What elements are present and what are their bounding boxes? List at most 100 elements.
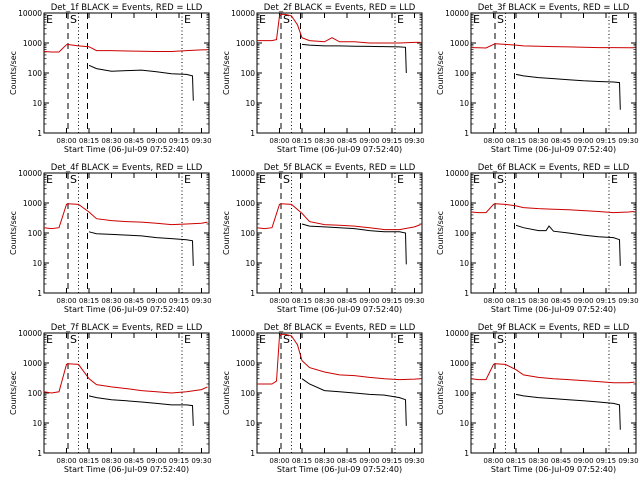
x-tick-label: 09:00 bbox=[359, 137, 379, 145]
x-tick-label: 08:45 bbox=[337, 137, 357, 145]
y-tick-label: 1000 bbox=[236, 39, 255, 48]
x-tick-label: 08:00 bbox=[56, 297, 76, 305]
x-tick-label: 09:30 bbox=[191, 137, 211, 145]
y-axis-label: Counts/sec bbox=[222, 211, 231, 255]
events-series-line bbox=[515, 393, 621, 430]
y-axis-label: Counts/sec bbox=[436, 371, 445, 415]
marker-label: E bbox=[184, 173, 191, 186]
detector-panel: Det_8f BLACK = Events, RED = LLD 1 10 100 10… bbox=[222, 323, 425, 474]
marker-label: S bbox=[70, 173, 77, 186]
y-tick-label: 10 bbox=[245, 259, 255, 268]
x-tick-label: 09:15 bbox=[382, 457, 402, 465]
y-tick-label: 1000 bbox=[450, 359, 469, 368]
x-tick-label: 09:00 bbox=[359, 297, 379, 305]
y-tick-label: 100 bbox=[241, 69, 256, 78]
marker-label: E bbox=[184, 333, 191, 346]
y-tick-label: 100 bbox=[455, 69, 470, 78]
corner-label: E bbox=[259, 333, 266, 346]
y-tick-label: 100 bbox=[455, 229, 470, 238]
y-tick-label: 10 bbox=[32, 259, 42, 268]
x-tick-label: 08:30 bbox=[314, 137, 334, 145]
x-tick-label: 09:30 bbox=[191, 297, 211, 305]
y-tick-label: 10000 bbox=[231, 169, 255, 178]
y-tick-label: 1000 bbox=[450, 199, 469, 208]
detector-panel: Det_1f BLACK = Events, RED = LLD 1 10 100 10… bbox=[9, 3, 212, 154]
y-tick-label: 1000 bbox=[23, 39, 42, 48]
x-axis-label: Start Time (06-Jul-09 07:52:40) bbox=[277, 465, 402, 474]
y-tick-label: 1000 bbox=[236, 199, 255, 208]
events-series-line bbox=[88, 64, 194, 101]
x-tick-label: 09:15 bbox=[382, 297, 402, 305]
x-tick-label: 08:00 bbox=[269, 297, 289, 305]
x-tick-label: 09:00 bbox=[146, 297, 166, 305]
x-tick-label: 08:45 bbox=[337, 457, 357, 465]
x-tick-label: 09:00 bbox=[573, 457, 593, 465]
corner-label: E bbox=[259, 13, 266, 26]
plot-frame bbox=[43, 12, 210, 134]
corner-label: E bbox=[473, 173, 480, 186]
x-tick-label: 08:30 bbox=[528, 137, 548, 145]
x-tick-label: 09:30 bbox=[618, 137, 638, 145]
corner-label: E bbox=[46, 333, 53, 346]
corner-label: E bbox=[473, 333, 480, 346]
marker-label: E bbox=[611, 173, 618, 186]
x-tick-label: 09:00 bbox=[146, 137, 166, 145]
x-tick-label: 09:30 bbox=[404, 457, 424, 465]
y-tick-label: 10 bbox=[32, 419, 42, 428]
x-tick-label: 08:00 bbox=[269, 457, 289, 465]
x-tick-label: 08:00 bbox=[269, 137, 289, 145]
lld-series-line bbox=[471, 363, 635, 384]
x-tick-label: 08:45 bbox=[124, 137, 144, 145]
panel-title: Det_3f BLACK = Events, RED = LLD bbox=[478, 3, 630, 13]
y-tick-label: 1 bbox=[37, 129, 42, 138]
detector-panel: Det_5f BLACK = Events, RED = LLD 1 10 100 10… bbox=[222, 163, 425, 314]
y-tick-label: 10000 bbox=[445, 329, 469, 338]
x-axis-label: Start Time (06-Jul-09 07:52:40) bbox=[491, 145, 616, 154]
lld-series-line bbox=[44, 43, 208, 53]
corner-label: E bbox=[259, 173, 266, 186]
lld-series-line bbox=[44, 203, 208, 230]
detector-panel: Det_6f BLACK = Events, RED = LLD 1 10 100 10… bbox=[436, 163, 639, 314]
y-axis-label: Counts/sec bbox=[222, 371, 231, 415]
panel-title: Det_6f BLACK = Events, RED = LLD bbox=[478, 163, 630, 173]
x-axis-label: Start Time (06-Jul-09 07:52:40) bbox=[277, 305, 402, 314]
y-axis-label: Counts/sec bbox=[9, 211, 18, 255]
y-tick-label: 100 bbox=[241, 389, 256, 398]
events-series-line bbox=[301, 378, 407, 426]
x-tick-label: 09:30 bbox=[618, 457, 638, 465]
x-tick-label: 09:15 bbox=[382, 137, 402, 145]
y-tick-label: 100 bbox=[455, 389, 470, 398]
y-tick-label: 10 bbox=[245, 99, 255, 108]
y-tick-label: 10000 bbox=[445, 169, 469, 178]
events-series-line bbox=[515, 73, 621, 110]
plot-frame bbox=[256, 12, 423, 134]
y-tick-label: 10 bbox=[32, 99, 42, 108]
detector-panel: Det_3f BLACK = Events, RED = LLD 1 10 100 10… bbox=[436, 3, 639, 154]
detector-panel: Det_2f BLACK = Events, RED = LLD 1 10 100 10… bbox=[222, 3, 425, 154]
marker-label: E bbox=[397, 13, 404, 26]
x-tick-label: 09:00 bbox=[146, 457, 166, 465]
marker-label: S bbox=[70, 13, 77, 26]
lld-series-line bbox=[471, 43, 635, 49]
marker-label: S bbox=[497, 333, 504, 346]
corner-label: E bbox=[46, 173, 53, 186]
y-tick-label: 1 bbox=[37, 289, 42, 298]
y-axis-label: Counts/sec bbox=[9, 51, 18, 95]
x-tick-label: 08:30 bbox=[101, 137, 121, 145]
x-tick-label: 09:00 bbox=[573, 137, 593, 145]
y-tick-label: 1 bbox=[37, 449, 42, 458]
events-series-line bbox=[88, 395, 194, 426]
y-tick-label: 1 bbox=[464, 289, 469, 298]
y-tick-label: 1000 bbox=[23, 359, 42, 368]
plot-frame bbox=[470, 172, 637, 294]
x-tick-label: 09:15 bbox=[169, 137, 189, 145]
panel-title: Det_8f BLACK = Events, RED = LLD bbox=[264, 323, 416, 333]
y-tick-label: 1 bbox=[250, 449, 255, 458]
lld-series-line bbox=[257, 203, 421, 231]
y-axis-label: Counts/sec bbox=[436, 51, 445, 95]
y-tick-label: 100 bbox=[241, 229, 256, 238]
x-tick-label: 08:30 bbox=[314, 457, 334, 465]
x-axis-label: Start Time (06-Jul-09 07:52:40) bbox=[491, 305, 616, 314]
y-tick-label: 1 bbox=[464, 129, 469, 138]
y-tick-label: 1 bbox=[250, 289, 255, 298]
